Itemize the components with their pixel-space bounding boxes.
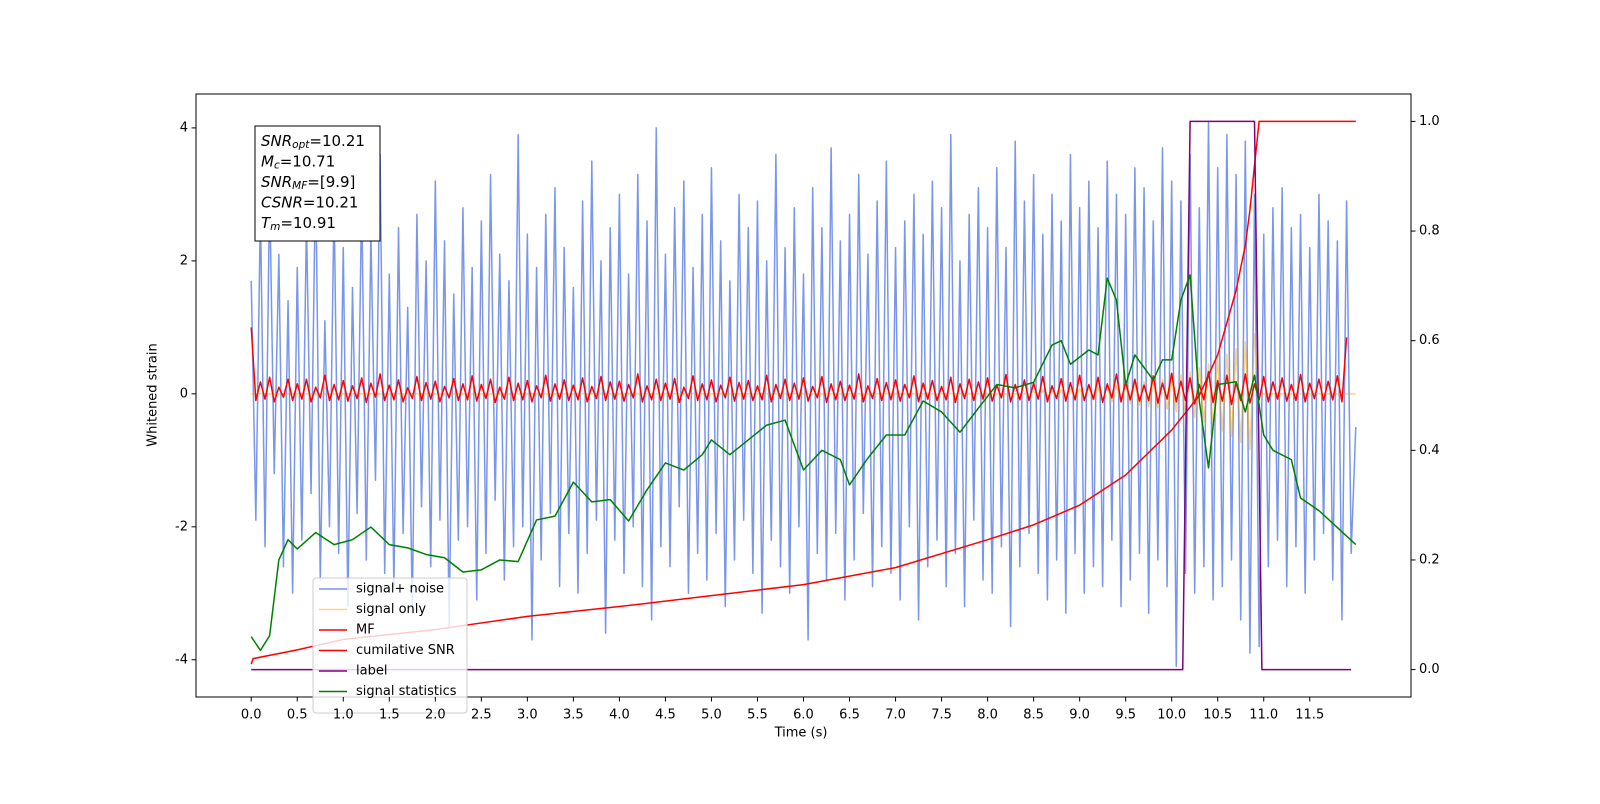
x-tick-label: 3.5 — [563, 708, 584, 723]
annotation-symbol: M — [261, 152, 274, 170]
x-tick-label: 9.5 — [1115, 708, 1136, 723]
y2-tick-label: 0.0 — [1419, 662, 1440, 677]
x-tick-label: 2.0 — [425, 708, 446, 723]
x-tick-label: 10.0 — [1157, 708, 1186, 723]
y2-tick-label: 1.0 — [1419, 114, 1440, 129]
annotation-subscript: opt — [292, 139, 310, 151]
annotation-symbol: SNR — [261, 173, 292, 191]
x-axis-label: Time (s) — [774, 726, 828, 741]
y-tick-label: 4 — [180, 120, 188, 135]
x-tick-label: 6.0 — [793, 708, 814, 723]
legend-frame — [312, 577, 468, 714]
x-tick-label: 8.0 — [977, 708, 998, 723]
legend-label: cumilative SNR — [356, 643, 455, 658]
legend-label: label — [356, 664, 387, 679]
series-line — [250, 120, 1357, 668]
x-tick-label: 11.5 — [1295, 708, 1324, 723]
annotation-box: SNRopt=10.21Mc=10.71SNRMF=[9.9]CSNR=10.2… — [254, 125, 381, 242]
y2-tick-label: 0.2 — [1419, 552, 1440, 567]
annotation-frame — [254, 125, 381, 242]
series-line — [250, 327, 1348, 406]
annotation-subscript: c — [274, 160, 280, 172]
x-tick-label: 6.5 — [839, 708, 860, 723]
y-axis-label: Whitened strain — [146, 343, 161, 446]
x-tick-label: 0.0 — [241, 708, 262, 723]
annotation-value: =10.21 — [309, 132, 365, 150]
y-tick-label: 0 — [180, 386, 188, 401]
series-line — [251, 120, 1352, 671]
annotation-value: =10.91 — [280, 214, 336, 232]
annotation-line: Mc=10.71 — [261, 152, 335, 172]
annotation-symbol: T — [261, 214, 272, 232]
annotation-line: CSNR=10.21 — [261, 193, 358, 211]
legend: signal+ noise signal only MF cumilative SNR… — [312, 577, 468, 714]
x-tick-label: 3.0 — [517, 708, 538, 723]
y-tick-label: -2 — [175, 519, 188, 534]
x-tick-label: 5.5 — [747, 708, 768, 723]
x-tick-label: 10.5 — [1203, 708, 1232, 723]
annotation-subscript: MF — [292, 180, 308, 192]
x-tick-label: 8.5 — [1023, 708, 1044, 723]
x-tick-label: 9.0 — [1069, 708, 1090, 723]
x-tick-label: 11.0 — [1249, 708, 1278, 723]
y2-tick-label: 0.4 — [1419, 443, 1440, 458]
x-tick-label: 1.0 — [333, 708, 354, 723]
legend-label: signal statistics — [356, 684, 457, 699]
annotation-symbol: CSNR — [261, 193, 303, 211]
x-tick-label: 0.5 — [287, 708, 308, 723]
legend-label: signal+ noise — [356, 582, 444, 597]
annotation-symbol: SNR — [261, 132, 292, 150]
annotation-value: =10.21 — [303, 193, 359, 211]
y-tick-label: -4 — [175, 652, 188, 667]
annotation-line: SNRMF=[9.9] — [261, 173, 355, 193]
y2-tick-label: 0.8 — [1419, 224, 1440, 239]
annotation-value: =10.71 — [280, 152, 336, 170]
x-tick-label: 7.5 — [931, 708, 952, 723]
annotation-line: SNRopt=10.21 — [261, 132, 365, 152]
annotation-value: =[9.9] — [307, 173, 355, 191]
annotation-line: Tm=10.91 — [261, 214, 336, 234]
x-tick-label: 4.0 — [609, 708, 630, 723]
legend-label: signal only — [356, 602, 426, 617]
y-tick-label: 2 — [180, 253, 188, 268]
x-tick-label: 5.0 — [701, 708, 722, 723]
x-tick-label: 1.5 — [379, 708, 400, 723]
series-line — [250, 274, 1357, 652]
legend-label: MF — [356, 623, 375, 638]
x-tick-label: 4.5 — [655, 708, 676, 723]
x-tick-label: 7.0 — [885, 708, 906, 723]
x-tick-label: 2.5 — [471, 708, 492, 723]
annotation-subscript: m — [270, 221, 280, 233]
y2-tick-label: 0.6 — [1419, 333, 1440, 348]
